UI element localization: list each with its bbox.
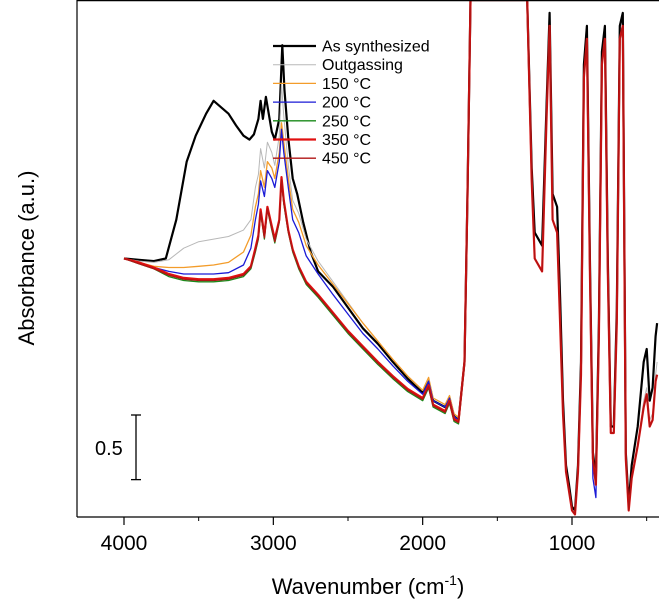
series-line-3 [123, 0, 658, 516]
x-axis-title: Wavenumber (cm-1) [272, 572, 465, 599]
x-tick-label-1: 3000 [250, 532, 297, 555]
legend-label-0: As synthesized [322, 39, 430, 56]
y-axis-title: Absorbance (a.u.) [14, 171, 39, 346]
legend-label-4: 250 °C [322, 113, 371, 130]
x-tick-layer: 4000 3000 2000 1000 [101, 517, 648, 555]
x-tick-label-2: 2000 [399, 532, 446, 555]
x-axis-title-superscript: -1 [445, 572, 458, 588]
series-line-2 [123, 0, 658, 516]
x-axis-title-main: Wavenumber (cm [272, 574, 445, 599]
series-layer [123, 0, 659, 516]
series-line-6 [123, 0, 658, 516]
x-axis-title-close: ) [457, 574, 464, 599]
legend-label-6: 450 °C [322, 151, 371, 168]
scale-bar-label: 0.5 [95, 438, 123, 460]
series-line-5 [123, 0, 659, 516]
legend-label-5: 350 °C [322, 132, 371, 149]
x-tick-label-0: 4000 [101, 532, 148, 555]
x-tick-label-3: 1000 [549, 532, 596, 555]
series-line-1 [123, 0, 658, 515]
legend-label-3: 200 °C [322, 95, 371, 112]
legend-label-2: 150 °C [322, 76, 371, 93]
series-line-4 [123, 0, 658, 516]
series-line-0 [123, 0, 659, 512]
legend-label-1: Outgassing [322, 57, 403, 74]
plot-frame [76, 0, 659, 518]
scale-bar: 0.5 [95, 414, 141, 481]
